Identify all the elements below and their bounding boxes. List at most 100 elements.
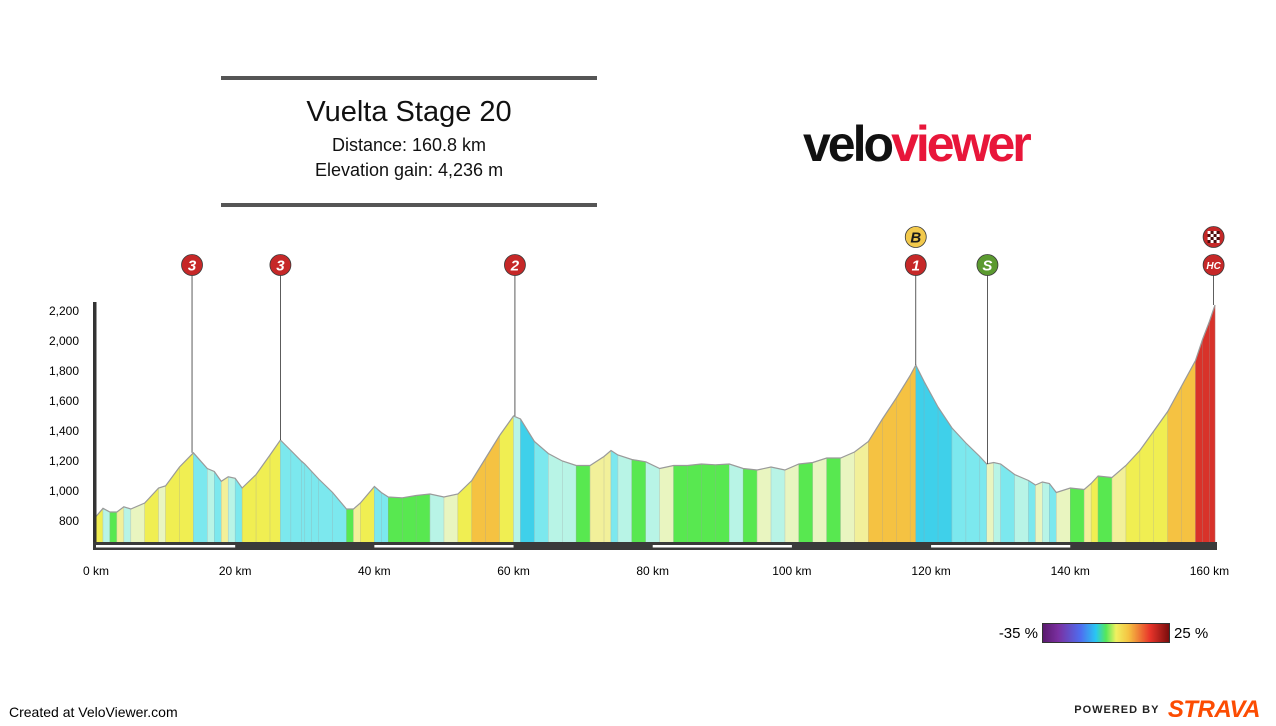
x-tick-label: 100 km	[772, 564, 811, 578]
flag-square	[1210, 237, 1214, 240]
legend-max-label: 25 %	[1174, 625, 1209, 642]
profile-segment	[1153, 410, 1168, 543]
stage-distance: Distance: 160.8 km	[331, 135, 487, 155]
flag-square	[1213, 231, 1217, 234]
flag-square	[1216, 237, 1220, 240]
y-tick-label: 1,800	[49, 364, 79, 378]
profile-segment	[1097, 475, 1113, 543]
profile-segment	[165, 466, 180, 543]
flag-square	[1213, 240, 1217, 243]
profile-segment	[603, 450, 612, 543]
profile-segment	[701, 463, 716, 543]
flag-square	[1207, 231, 1211, 234]
stage-elevation-gain: Elevation gain: 4,236 m	[314, 160, 504, 180]
climb-badge	[1202, 254, 1225, 276]
y-tick-label: 1,000	[49, 484, 79, 498]
profile-segment	[770, 466, 786, 543]
climb-category-label: 1	[912, 258, 920, 275]
climb-category-label: 3	[276, 258, 285, 275]
profile-segment	[179, 452, 194, 543]
axes-group: 800 1,000 1,200 1,400 1,600 1,800 2,000 2,200 0 …	[49, 302, 1229, 578]
profile-segment	[158, 485, 166, 543]
profile-segment	[207, 468, 215, 543]
profile-segment	[631, 459, 646, 543]
profile-segment	[840, 451, 855, 543]
profile-segment	[429, 493, 445, 543]
profile-fill-group	[95, 304, 1216, 543]
flag-square	[1213, 234, 1217, 237]
profile-segment	[311, 470, 319, 543]
finish-flag-icon	[1207, 231, 1220, 243]
profile-segment	[882, 397, 897, 543]
y-tick-label: 1,200	[49, 454, 79, 468]
x-tick-label: 160 km	[1190, 564, 1229, 578]
profile-segment	[388, 496, 403, 543]
x-tick-label: 40 km	[358, 564, 391, 578]
climb-category-label: B	[910, 230, 921, 247]
profile-segment	[381, 492, 389, 543]
profile-segment	[659, 465, 674, 543]
x-tick-label: 120 km	[911, 564, 950, 578]
profile-segment	[1028, 480, 1036, 543]
climb-badge	[904, 226, 927, 248]
profile-segment	[1035, 481, 1043, 543]
x-tick-label: 20 km	[219, 564, 252, 578]
distance-bar-segment	[374, 545, 514, 548]
distance-bar-segment	[96, 545, 236, 548]
profile-segment	[534, 441, 549, 543]
climb-badge	[504, 254, 526, 276]
profile-segment	[221, 476, 229, 543]
profile-segment	[937, 406, 953, 543]
flag-square	[1210, 240, 1214, 243]
profile-segment	[645, 461, 660, 543]
elevation-profile-chart: 800 1,000 1,200 1,400 1,600 1,800 2,000 2,200 0 …	[49, 226, 1229, 578]
profile-segment	[401, 495, 417, 543]
legend-color-bar	[1042, 623, 1170, 643]
profile-segment	[1000, 463, 1015, 543]
x-tick-label: 60 km	[497, 564, 530, 578]
created-at-credit[interactable]: Created at VeloViewer.com	[9, 704, 178, 720]
powered-by-strava[interactable]: POWERED BY STRAVA	[1074, 696, 1261, 723]
profile-segment	[589, 456, 605, 543]
logo-viewer: viewer	[891, 116, 1031, 172]
profile-segment	[471, 457, 486, 543]
climb-badge	[269, 254, 292, 276]
profile-segment	[965, 442, 980, 543]
profile-segment	[102, 507, 111, 543]
profile-segment	[1014, 474, 1029, 543]
profile-segment	[798, 462, 813, 543]
climb-markers-group: 3 3 2 1 B S HC	[181, 226, 1225, 464]
profile-segment	[346, 508, 354, 543]
profile-segment	[280, 439, 292, 543]
profile-segment	[269, 439, 281, 543]
flag-square	[1207, 240, 1211, 243]
climb-badge	[181, 254, 203, 276]
title-bottom-rule	[221, 203, 597, 207]
profile-segment	[812, 457, 827, 543]
legend-min-label: -35 %	[998, 625, 1038, 642]
profile-segment	[715, 463, 730, 543]
profile-segment	[826, 457, 841, 543]
profile-segment	[130, 502, 145, 543]
profile-segment	[993, 462, 1001, 543]
profile-segment	[617, 454, 633, 543]
y-tick-label: 800	[59, 514, 79, 528]
flag-square	[1216, 234, 1220, 237]
distance-bar-segment	[652, 545, 792, 548]
profile-segment	[234, 477, 243, 543]
stage-title: Vuelta Stage 20	[306, 96, 512, 128]
profile-outline	[95, 304, 1216, 517]
y-tick-label: 1,600	[49, 394, 79, 408]
profile-segment	[228, 476, 236, 543]
flag-square	[1216, 231, 1220, 234]
y-axis-line	[93, 302, 97, 550]
flag-square	[1213, 237, 1217, 240]
profile-segment	[1070, 487, 1085, 543]
profile-segment	[241, 474, 257, 543]
powered-by-text: POWERED BY	[1074, 704, 1160, 716]
strava-wordmark: STRAVA	[1167, 696, 1261, 723]
title-top-rule	[221, 76, 597, 80]
veloviewer-logo: veloviewer	[803, 116, 1034, 172]
profile-segment	[896, 374, 911, 543]
profile-segment	[301, 460, 305, 543]
